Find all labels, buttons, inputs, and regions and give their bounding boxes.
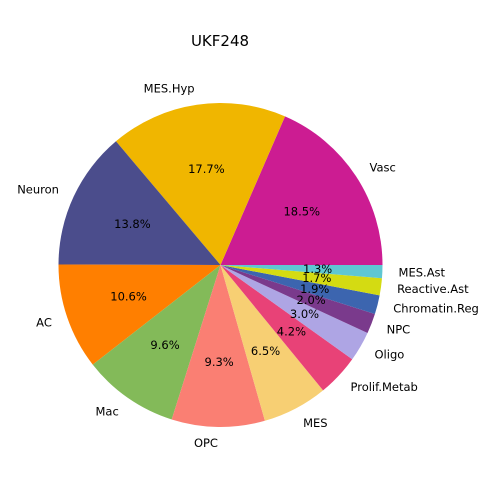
category-label-opc: OPC [194, 436, 218, 450]
pct-label-mes: 6.5% [251, 344, 280, 358]
slice-mes [220, 265, 324, 421]
category-label-oligo: Oligo [375, 348, 405, 362]
pct-label-mac: 9.6% [150, 338, 179, 352]
slice-vasc [220, 116, 383, 266]
pct-label-prolif-metab: 4.2% [277, 324, 306, 338]
pct-label-vasc: 18.5% [283, 205, 320, 219]
category-label-npc: NPC [387, 323, 411, 337]
slice-npc [220, 265, 375, 333]
category-label-chromatin-reg: Chromatin.Reg [393, 302, 479, 316]
pct-label-mes-ast: 1.3% [303, 262, 332, 276]
category-label-neuron: Neuron [17, 183, 59, 197]
slice-mes-ast [220, 265, 383, 279]
slice-chromatin-reg [220, 265, 380, 315]
category-label-mes: MES [303, 416, 328, 430]
slice-opc [171, 265, 265, 427]
category-label-vasc: Vasc [370, 160, 396, 174]
chart-title: UKF248 [191, 32, 249, 50]
pct-label-reactive-ast: 1.7% [302, 271, 331, 285]
pct-label-oligo: 3.0% [290, 307, 319, 321]
category-label-mac: Mac [96, 404, 119, 418]
pct-label-ac: 10.6% [110, 289, 147, 303]
slice-ac [58, 264, 221, 365]
pct-label-chromatin-reg: 1.9% [300, 282, 329, 296]
slice-mac [92, 265, 221, 420]
slice-oligo [220, 265, 368, 360]
slice-reactive-ast [220, 265, 382, 296]
category-label-mes-hyp: MES.Hyp [144, 82, 195, 96]
pct-label-mes-hyp: 17.7% [188, 162, 225, 176]
pct-label-npc: 2.0% [297, 293, 326, 307]
pct-label-neuron: 13.8% [114, 217, 151, 231]
slice-neuron [58, 141, 221, 265]
category-label-reactive-ast: Reactive.Ast [397, 282, 469, 296]
pct-label-opc: 9.3% [205, 355, 234, 369]
category-label-prolif-metab: Prolif.Metab [350, 380, 417, 394]
percent-labels: 18.5% 17.7% 13.8% 10.6% 9.6% 9.3% 6.5% 4.2% 3.0%… [110, 162, 332, 369]
pie-slices [58, 103, 383, 427]
category-label-mes-ast: MES.Ast [399, 265, 446, 279]
slice-mes-hyp [115, 103, 286, 265]
category-labels: Vasc MES.Hyp Neuron AC Mac OPC MES Prolif.Metab… [17, 82, 479, 450]
slice-prolif-metab [220, 265, 353, 391]
category-label-ac: AC [36, 316, 52, 330]
